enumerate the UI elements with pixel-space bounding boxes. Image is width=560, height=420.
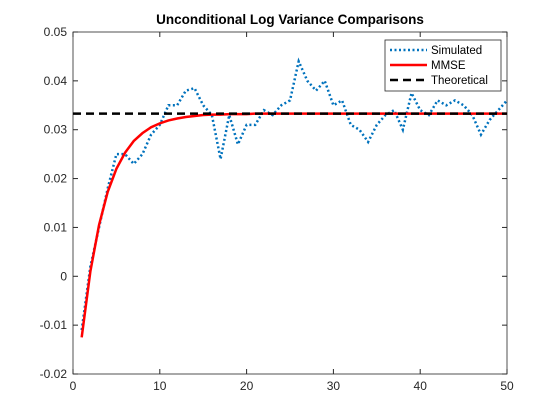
- y-tick-label: -0.01: [40, 318, 68, 332]
- legend-label: MMSE: [431, 60, 466, 72]
- legend-label: Theoretical: [431, 75, 488, 87]
- series-line: [80, 57, 508, 331]
- y-tick-label: 0.05: [44, 25, 68, 39]
- y-tick-label: -0.02: [40, 367, 68, 381]
- x-tick-label: 10: [153, 379, 167, 393]
- x-tick-label: 20: [240, 379, 254, 393]
- x-tick-label: 40: [414, 379, 428, 393]
- chart-title: Unconditional Log Variance Comparisons: [156, 12, 424, 27]
- y-tick-label: 0.04: [44, 74, 68, 88]
- x-tick-label: 50: [500, 379, 514, 393]
- y-tick-label: 0: [60, 269, 67, 283]
- x-tick-label: 0: [70, 379, 77, 393]
- y-tick-label: 0.01: [44, 220, 68, 234]
- y-tick-label: 0.03: [44, 123, 68, 137]
- x-tick-label: 30: [327, 379, 341, 393]
- legend-label: Simulated: [431, 45, 482, 57]
- y-tick-label: 0.02: [44, 172, 68, 186]
